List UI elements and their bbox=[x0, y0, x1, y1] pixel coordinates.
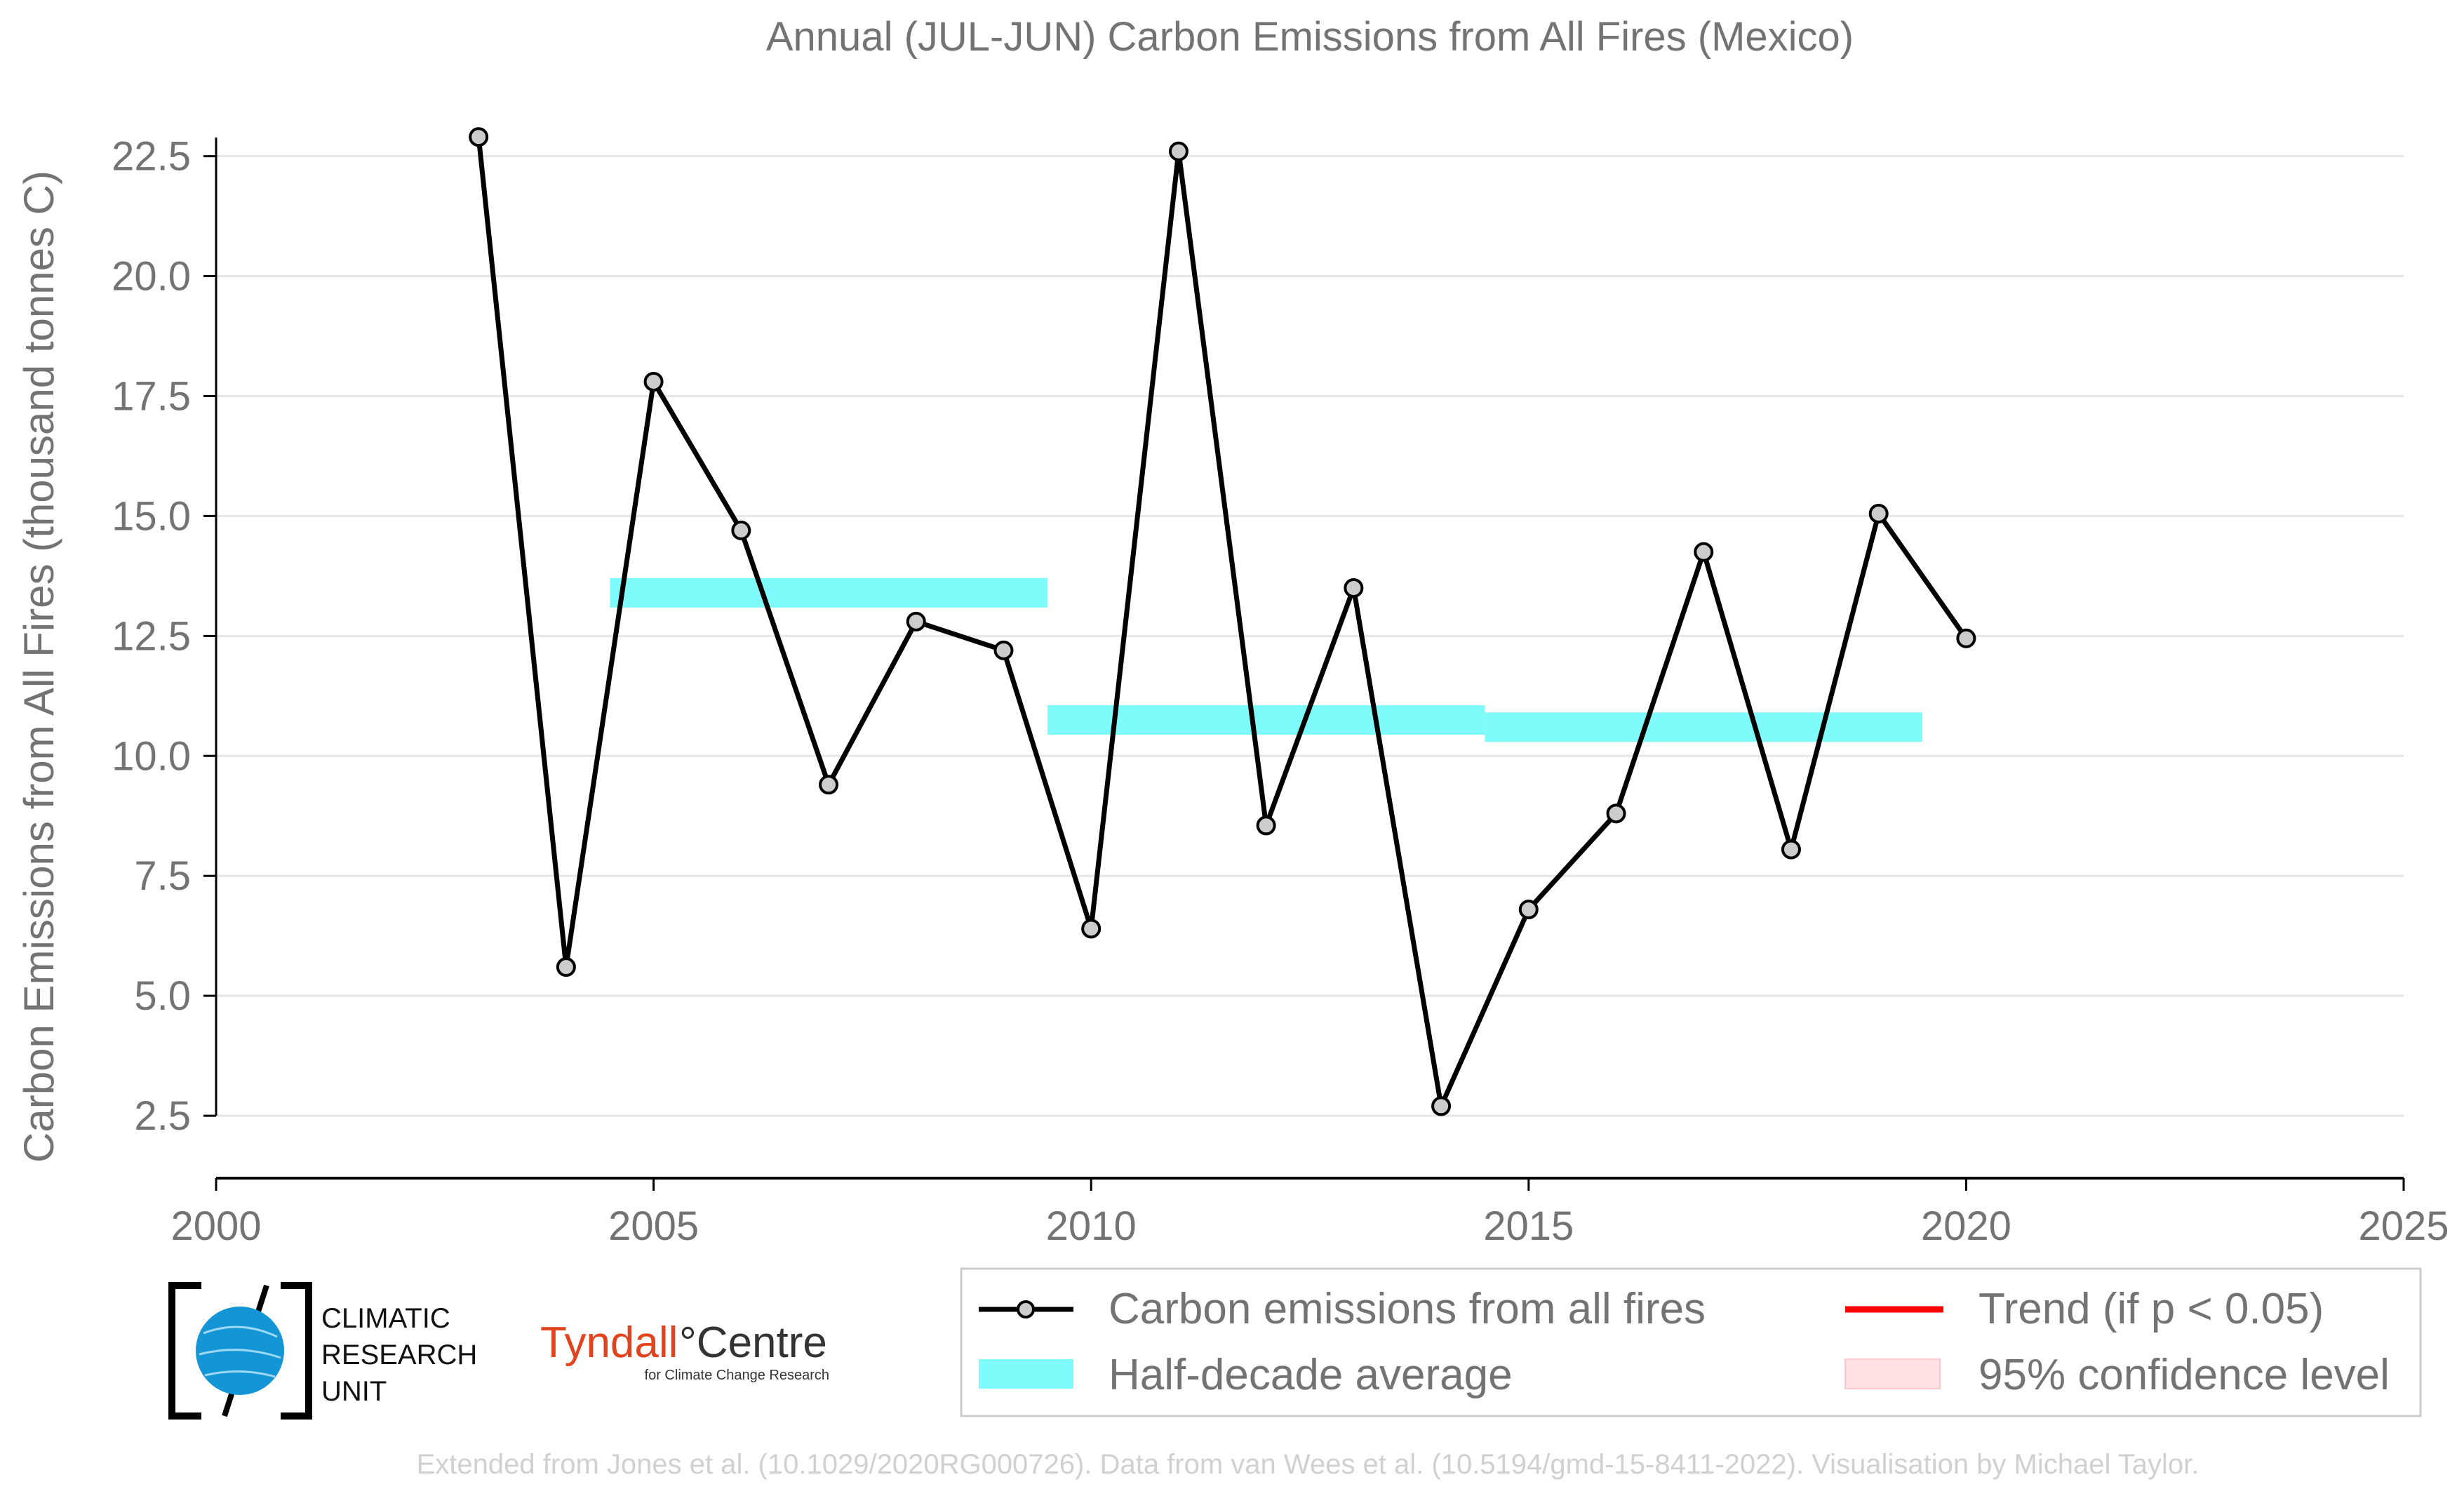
cru-logo-bracket-right bbox=[281, 1282, 312, 1420]
tick-labels: 2.5 5.0 7.5 10.0 12.5 15.0 17.5 20.0 22.5 2000 200… bbox=[112, 134, 2449, 1249]
data-point-2012 bbox=[1256, 815, 1276, 836]
gridlines bbox=[216, 155, 2404, 1117]
x-tick-label-2: 2010 bbox=[1046, 1203, 1137, 1249]
y-tick-label-4: 12.5 bbox=[112, 613, 191, 659]
legend-label-emissions: Carbon emissions from all fires bbox=[1109, 1285, 1706, 1333]
legend-label-trend: Trend (if p < 0.05) bbox=[1978, 1285, 2324, 1333]
y-tick-label-3: 10.0 bbox=[112, 733, 191, 779]
tyndall-logo: Tyndall °Centre for Climate Change Resea… bbox=[540, 1318, 829, 1383]
cru-logo-text-2: RESEARCH bbox=[321, 1340, 477, 1370]
legend-label-confidence: 95% confidence level bbox=[1978, 1351, 2390, 1399]
x-tick-label-5: 2025 bbox=[2358, 1203, 2449, 1249]
y-tick-label-6: 17.5 bbox=[112, 373, 191, 419]
legend-swatch-half-decade bbox=[979, 1359, 1073, 1389]
x-tick-label-3: 2015 bbox=[1483, 1203, 1574, 1249]
legend-label-half-decade: Half-decade average bbox=[1109, 1351, 1513, 1399]
series-line-0 bbox=[476, 136, 1969, 1109]
tyndall-logo-subtext: for Climate Change Research bbox=[645, 1368, 829, 1383]
data-point-2015 bbox=[1518, 900, 1539, 920]
y-tick-label-5: 15.0 bbox=[112, 493, 191, 539]
cru-logo: CLIMATIC RESEARCH UNIT bbox=[168, 1282, 477, 1420]
data-point-2005 bbox=[643, 371, 664, 392]
data-point-2006 bbox=[731, 520, 751, 540]
tyndall-logo-text-b: °Centre bbox=[679, 1318, 827, 1367]
chart-title: Annual (JUL-JUN) Carbon Emissions from A… bbox=[766, 14, 1854, 60]
y-tick-label-1: 5.0 bbox=[134, 973, 191, 1019]
data-point-2018 bbox=[1781, 839, 1801, 860]
x-tick-label-4: 2020 bbox=[1921, 1203, 2011, 1249]
cru-logo-globe-lines bbox=[199, 1325, 281, 1378]
y-tick-label-7: 20.0 bbox=[112, 254, 191, 300]
legend: Carbon emissions from all fires Trend (i… bbox=[960, 1267, 2422, 1417]
series-layer bbox=[469, 127, 1976, 1116]
legend-swatch-emissions-marker bbox=[1017, 1300, 1035, 1318]
data-point-2011 bbox=[1168, 141, 1189, 161]
half-decade-band-1 bbox=[1047, 704, 1485, 735]
cru-logo-bracket-left bbox=[168, 1282, 201, 1420]
half-decade-bands bbox=[610, 577, 1923, 742]
y-tick-label-2: 7.5 bbox=[134, 853, 191, 899]
data-point-2010 bbox=[1081, 919, 1102, 939]
legend-swatch-confidence bbox=[1844, 1358, 1941, 1389]
data-point-2014 bbox=[1431, 1096, 1452, 1116]
data-point-2020 bbox=[1956, 628, 1976, 648]
cru-logo-text-3: UNIT bbox=[321, 1376, 387, 1407]
y-tick-label-0: 2.5 bbox=[134, 1093, 191, 1139]
data-point-2008 bbox=[906, 611, 926, 632]
axes bbox=[203, 138, 2405, 1191]
data-point-2004 bbox=[556, 957, 576, 977]
data-point-2003 bbox=[469, 127, 489, 147]
half-decade-band-0 bbox=[610, 577, 1047, 608]
tyndall-logo-text-a: Tyndall bbox=[540, 1318, 678, 1367]
data-point-2016 bbox=[1606, 803, 1626, 824]
credit-text: Extended from Jones et al. (10.1029/2020… bbox=[417, 1449, 2199, 1480]
data-point-2009 bbox=[993, 640, 1014, 660]
x-tick-label-0: 2000 bbox=[170, 1203, 261, 1249]
legend-frame bbox=[960, 1267, 2422, 1417]
data-point-2017 bbox=[1694, 542, 1714, 562]
y-tick-label-8: 22.5 bbox=[112, 134, 191, 180]
data-point-2019 bbox=[1868, 503, 1889, 523]
x-tick-label-1: 2005 bbox=[608, 1203, 699, 1249]
data-point-2013 bbox=[1344, 577, 1364, 598]
half-decade-band-2 bbox=[1485, 712, 1923, 742]
cru-logo-text-1: CLIMATIC bbox=[321, 1303, 450, 1334]
y-axis-label: Carbon Emissions from All Fires (thousan… bbox=[15, 171, 62, 1163]
data-point-2007 bbox=[819, 775, 839, 795]
